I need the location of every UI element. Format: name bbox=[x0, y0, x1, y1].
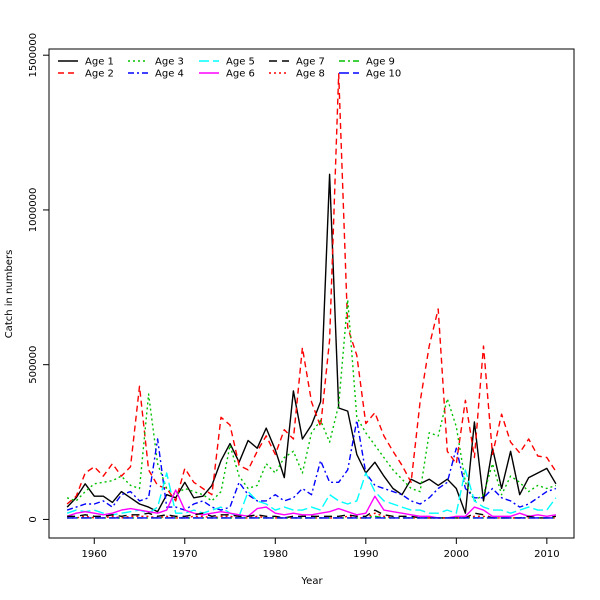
y-tick-label: 500000 bbox=[28, 346, 39, 384]
series-line-age-8 bbox=[67, 512, 556, 519]
plot-frame bbox=[48, 48, 575, 539]
y-tick-label: 1000000 bbox=[28, 188, 39, 233]
series-line-age-6 bbox=[66, 489, 557, 519]
legend-label-age-5: Age 5 bbox=[226, 57, 255, 68]
y-axis: 0 500000 1000000 1500000 bbox=[28, 33, 49, 523]
x-axis: 1960 1970 1980 1990 2000 2010 bbox=[82, 538, 560, 560]
x-tick-label: 2010 bbox=[534, 549, 559, 560]
legend-label-age-9: Age 9 bbox=[366, 57, 395, 68]
series-line-age-2 bbox=[66, 73, 557, 505]
x-axis-title: Year bbox=[300, 576, 323, 587]
x-tick-label: 1960 bbox=[82, 549, 107, 560]
series-line-age-5 bbox=[66, 469, 557, 517]
x-tick-label: 1990 bbox=[353, 549, 378, 560]
legend-label-age-1: Age 1 bbox=[85, 57, 114, 68]
series-line-age-7 bbox=[67, 509, 557, 519]
legend-label-age-2: Age 2 bbox=[85, 69, 114, 80]
x-tick-label: 1970 bbox=[172, 549, 197, 560]
legend-label-age-7: Age 7 bbox=[296, 57, 325, 68]
y-tick-label: 0 bbox=[28, 516, 39, 522]
series-line-age-3 bbox=[66, 299, 557, 502]
x-tick-label: 2000 bbox=[444, 549, 469, 560]
legend-label-age-4: Age 4 bbox=[155, 69, 184, 80]
series-layer bbox=[66, 73, 557, 519]
y-tick-label: 1500000 bbox=[28, 33, 39, 78]
x-tick-label: 1980 bbox=[263, 549, 288, 560]
legend-label-age-3: Age 3 bbox=[155, 57, 184, 68]
legend-label-age-6: Age 6 bbox=[226, 69, 255, 80]
series-line-age-1 bbox=[66, 173, 557, 514]
series-line-age-4 bbox=[66, 419, 557, 511]
legend-label-age-8: Age 8 bbox=[296, 69, 325, 80]
y-axis-title: Catch in numbers bbox=[4, 250, 15, 339]
legend-label-age-10: Age 10 bbox=[366, 69, 401, 80]
